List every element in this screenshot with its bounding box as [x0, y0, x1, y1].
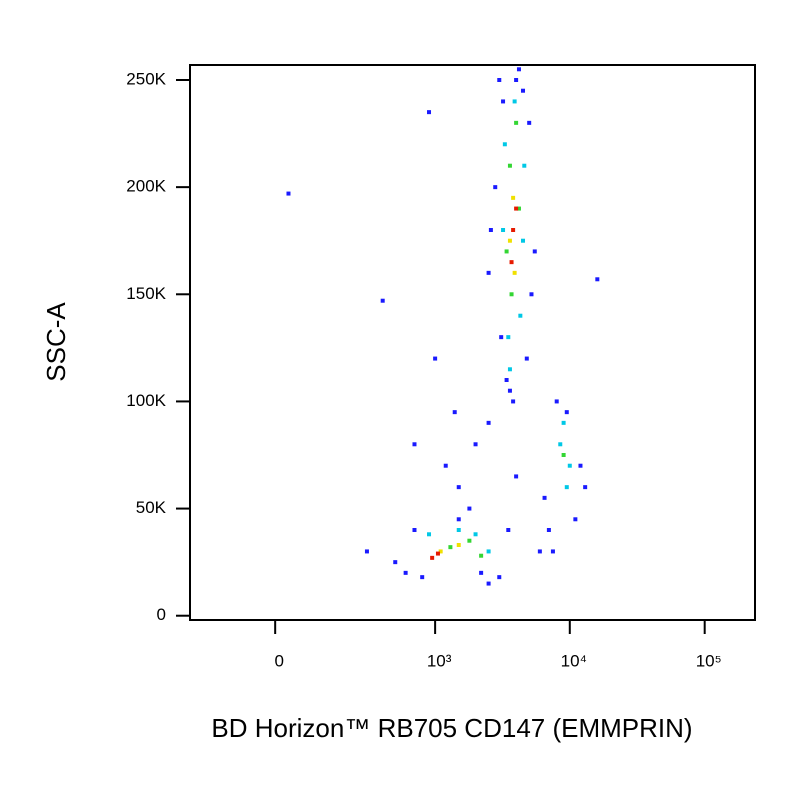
- point: [467, 506, 472, 511]
- point: [473, 532, 478, 537]
- point: [507, 367, 512, 372]
- plot-frame: [189, 64, 756, 621]
- point: [578, 463, 583, 468]
- point: [438, 549, 443, 554]
- point: [467, 538, 472, 543]
- point: [452, 410, 457, 415]
- point: [527, 120, 532, 125]
- point: [512, 270, 517, 275]
- point: [518, 313, 523, 318]
- y-tick-label: 100K: [126, 391, 166, 410]
- point: [546, 528, 551, 532]
- point: [456, 543, 461, 547]
- point: [433, 356, 438, 361]
- point: [564, 410, 569, 415]
- point: [583, 485, 588, 490]
- point: [393, 560, 398, 565]
- point: [509, 260, 514, 265]
- point: [456, 528, 461, 532]
- point: [511, 195, 516, 200]
- point: [486, 549, 491, 554]
- point: [512, 99, 517, 104]
- point: [504, 378, 509, 382]
- point: [456, 517, 461, 522]
- point: [501, 99, 506, 104]
- point: [493, 185, 498, 190]
- point: [456, 485, 461, 490]
- point: [502, 142, 507, 147]
- point: [430, 555, 435, 560]
- y-tick-label: 50K: [136, 498, 167, 517]
- point: [561, 420, 566, 425]
- point: [479, 553, 484, 558]
- point: [486, 581, 491, 586]
- point: [364, 549, 369, 554]
- y-axis-label: SSC-A: [41, 302, 71, 382]
- point: [504, 249, 509, 254]
- point: [511, 399, 516, 404]
- point: [542, 495, 547, 500]
- point: [514, 206, 519, 211]
- point: [522, 163, 527, 168]
- point: [516, 67, 521, 72]
- point: [501, 228, 506, 232]
- point: [412, 442, 417, 447]
- y-tick-label: 0: [157, 605, 166, 624]
- point: [550, 549, 555, 554]
- y-tick-label: 250K: [126, 69, 166, 88]
- point: [521, 88, 526, 93]
- point: [286, 191, 291, 196]
- point: [561, 453, 566, 457]
- point: [507, 388, 512, 393]
- y-tick-label: 200K: [126, 177, 166, 196]
- x-axis-label: BD Horizon™ RB705 CD147 (EMMPRIN): [211, 713, 692, 743]
- point: [435, 551, 440, 556]
- point: [403, 570, 408, 575]
- point: [537, 549, 542, 554]
- point: [380, 298, 385, 303]
- point: [443, 463, 448, 468]
- point: [497, 78, 502, 82]
- point: [511, 228, 516, 232]
- point: [516, 206, 521, 211]
- y-tick-label: 150K: [126, 284, 166, 303]
- point: [506, 335, 511, 340]
- point: [573, 517, 578, 522]
- x-tick-label: 0: [274, 651, 283, 670]
- point: [412, 528, 417, 532]
- x-tick-label: 10³: [427, 651, 452, 670]
- point: [488, 228, 493, 232]
- point: [567, 463, 572, 468]
- point: [521, 238, 526, 243]
- point: [507, 238, 512, 243]
- point: [564, 485, 569, 490]
- point: [427, 532, 432, 537]
- point: [514, 120, 519, 125]
- point: [486, 270, 491, 275]
- point: [524, 356, 529, 361]
- point: [514, 474, 519, 479]
- point: [479, 570, 484, 575]
- point: [529, 292, 534, 297]
- point: [595, 277, 600, 282]
- point: [427, 110, 432, 115]
- point: [497, 575, 502, 580]
- point: [499, 335, 504, 340]
- point: [507, 163, 512, 168]
- point: [558, 442, 563, 447]
- x-tick-label: 10⁴: [561, 651, 587, 670]
- point: [514, 78, 519, 82]
- point: [420, 575, 425, 580]
- point: [554, 399, 559, 404]
- point: [448, 545, 453, 550]
- point: [486, 420, 491, 425]
- x-tick-label: 10⁵: [696, 651, 722, 670]
- point: [509, 292, 514, 297]
- point: [532, 249, 537, 254]
- point: [506, 528, 511, 532]
- point: [473, 442, 478, 447]
